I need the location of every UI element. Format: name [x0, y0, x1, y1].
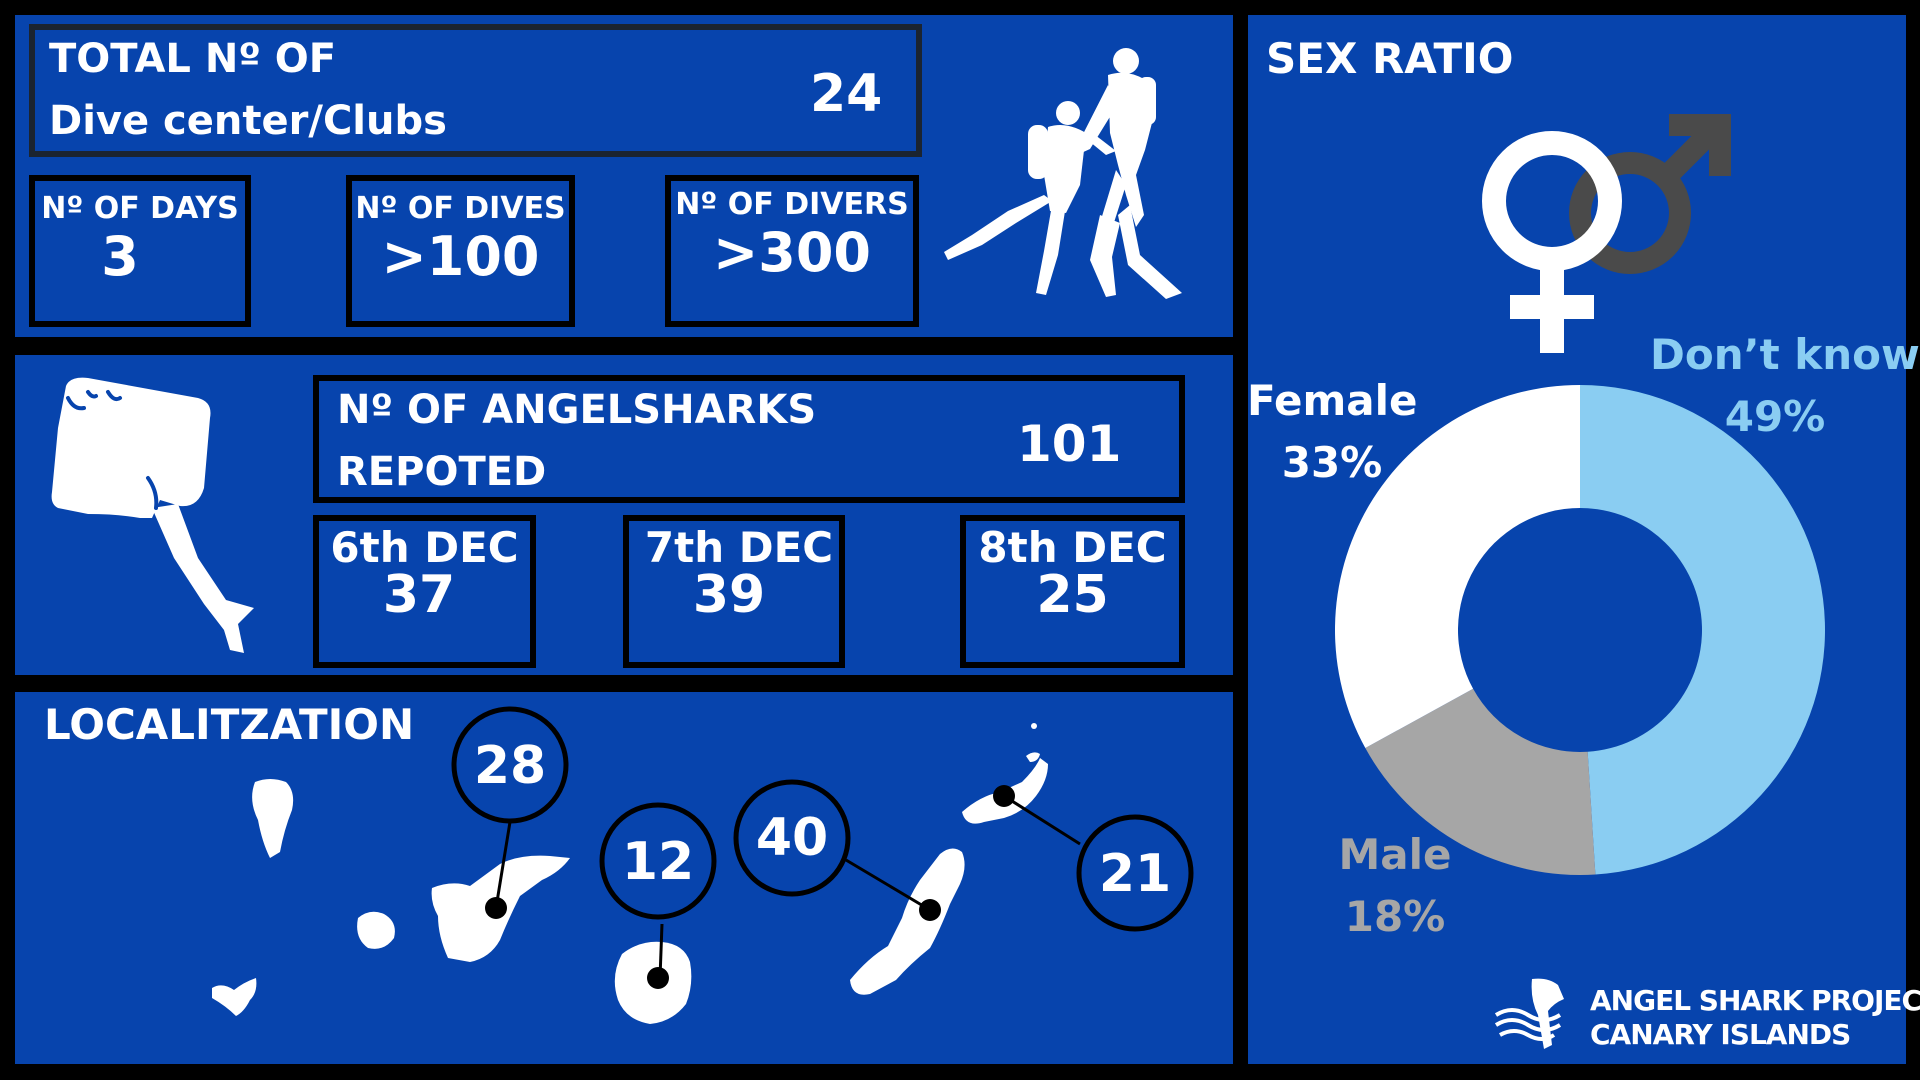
localization-title: LOCALITZATION [44, 700, 415, 749]
days-value: 3 [101, 225, 139, 288]
marker-circle-lanzarote [1076, 814, 1194, 932]
total-label-line2: Dive center/Clubs [49, 98, 447, 144]
location-dot-tenerife [485, 897, 507, 919]
dives-value: >100 [381, 225, 540, 288]
day-box-8dec: 8th DEC 25 [960, 515, 1185, 668]
total-value: 24 [810, 64, 883, 124]
island-alegranza [1031, 723, 1037, 729]
marker-value-gran-canaria: 12 [621, 832, 695, 892]
donut-slice-male [1365, 688, 1596, 875]
slice-label-female: Female [1247, 376, 1418, 425]
canary-islands-map [212, 706, 1194, 1024]
days-box: Nº OF DAYS 3 [29, 175, 251, 327]
marker-circle-tenerife [451, 706, 569, 824]
logo-line2: CANARY ISLANDS [1590, 1018, 1851, 1051]
angel-shark-project-logo-icon [1494, 978, 1564, 1049]
location-dot-gran-canaria [647, 967, 669, 989]
gender-symbols-icon [1482, 114, 1731, 353]
angelsharks-label-line2: REPOTED [337, 449, 547, 495]
angelsharks-total-value: 101 [1017, 415, 1122, 473]
divers-value: >300 [713, 221, 871, 284]
day-value: 37 [382, 565, 456, 625]
slice-label-male: Male [1338, 830, 1452, 879]
slice-value-dont-know: 49% [1724, 392, 1826, 441]
angelsharks-label-line1: Nº OF ANGELSHARKS [337, 387, 817, 433]
day-label: 7th DEC [644, 523, 834, 572]
day-value: 39 [692, 565, 766, 625]
male-symbol-icon [1569, 125, 1718, 274]
logo-line1: ANGEL SHARK PROJECT: [1590, 984, 1920, 1017]
donut-slice-female [1335, 385, 1580, 749]
island-el-hierro [212, 978, 257, 1016]
day-box-6dec: 6th DEC 37 [313, 515, 536, 668]
dives-label: Nº OF DIVES [355, 191, 566, 226]
location-dot-fuerteventura [919, 899, 941, 921]
day-label: 8th DEC [978, 523, 1167, 572]
location-dot-lanzarote [993, 785, 1015, 807]
island-la-gomera [357, 911, 395, 949]
divers-label: Nº OF DIVERS [675, 187, 909, 222]
sex-ratio-donut-chart [1335, 385, 1825, 875]
marker-value-fuerteventura: 40 [755, 808, 829, 868]
total-dive-centers-box: TOTAL Nº OF Dive center/Clubs 24 [29, 24, 922, 157]
chart-title: SEX RATIO [1266, 34, 1514, 83]
marker-circle-gran-canaria [599, 802, 717, 920]
slice-value-male: 18% [1344, 892, 1446, 941]
slice-value-female: 33% [1281, 438, 1383, 487]
marker-value-tenerife: 28 [473, 736, 547, 796]
divers-box: Nº OF DIVERS >300 [665, 175, 919, 327]
angel-shark-icon [51, 377, 254, 653]
island-la-palma [252, 779, 294, 858]
day-box-7dec: 7th DEC 39 [623, 515, 845, 668]
island-fuerteventura [850, 848, 965, 995]
marker-value-lanzarote: 21 [1098, 844, 1172, 904]
marker-circle-fuerteventura [733, 779, 851, 897]
dives-box: Nº OF DIVES >100 [346, 175, 575, 327]
slice-label-dont-know: Don’t know [1650, 330, 1920, 379]
donut-slice-don-t-know [1580, 385, 1825, 875]
scuba-divers-icon [944, 48, 1182, 299]
island-la-graciosa [1026, 752, 1040, 762]
female-symbol-icon [1482, 131, 1622, 353]
angelsharks-total-box: Nº OF ANGELSHARKS REPOTED 101 [313, 375, 1185, 503]
day-label: 6th DEC [330, 523, 519, 572]
day-value: 25 [1036, 565, 1109, 625]
total-label-line1: TOTAL Nº OF [49, 36, 337, 82]
days-label: Nº OF DAYS [41, 191, 239, 226]
